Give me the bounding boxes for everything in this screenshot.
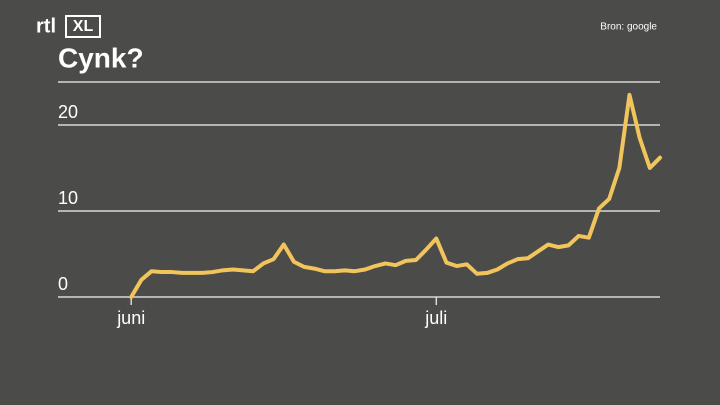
chart-title: Cynk? [58,42,144,73]
x-tick-label: juni [116,308,145,328]
y-tick-label: 20 [58,102,78,122]
logo-badge: XL [73,18,94,35]
logo-badge-box [65,15,101,38]
logo-text: rtl [36,15,56,37]
x-tick-label: juli [424,308,447,328]
y-tick-label: 10 [58,188,78,208]
line [129,92,662,299]
source: Bron: google [600,22,657,33]
y-tick-label: 0 [58,274,68,294]
